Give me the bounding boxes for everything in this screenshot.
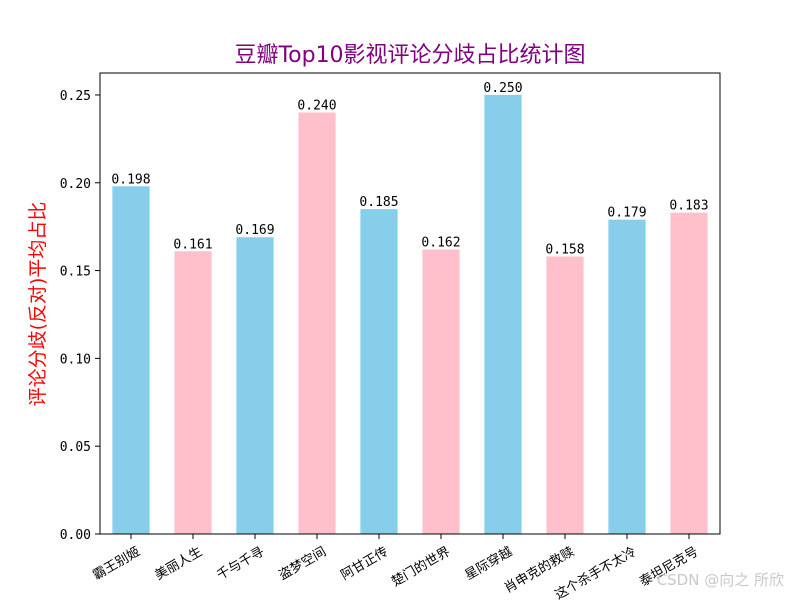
y-tick-label-1: 0.00	[60, 528, 91, 543]
bar-5	[360, 209, 398, 534]
plot-area-frame	[99, 72, 721, 535]
data-label-2: 0.161	[173, 237, 212, 252]
chart-title: 豆瓣Top10影视评论分歧占比统计图	[234, 43, 585, 68]
bar-3	[236, 237, 274, 535]
data-labels-layer: 0.198 0.161 0.169 0.240 0.185 0.162 0.250 0.158…	[111, 81, 708, 258]
data-label-5: 0.185	[359, 195, 398, 210]
data-label-9: 0.179	[607, 206, 646, 221]
x-tick-label-4: 盗梦空间	[276, 544, 329, 584]
bars-layer	[112, 94, 708, 535]
bar-8	[546, 256, 584, 534]
data-label-4: 0.240	[297, 99, 336, 114]
bar-1	[112, 186, 150, 534]
x-tick-label-3: 千与千寻	[214, 544, 267, 583]
y-axis: 0.00 0.05 0.10 0.15 0.20 0.25	[60, 89, 100, 543]
x-tick-label-2: 美丽人生	[152, 544, 205, 583]
bar-6	[422, 249, 460, 535]
y-tick-label-2: 0.05	[60, 440, 91, 455]
data-label-8: 0.158	[545, 243, 584, 258]
x-tick-label-5: 阿甘正传	[338, 544, 391, 583]
x-tick-label-1: 霸王别姬	[90, 544, 143, 583]
bar-4	[298, 112, 336, 534]
bar-7	[484, 94, 522, 534]
data-label-7: 0.250	[483, 81, 522, 96]
watermark: CSDN @向之 所欣	[656, 571, 784, 589]
y-tick-label-6: 0.25	[60, 89, 91, 104]
data-label-1: 0.198	[111, 172, 150, 187]
data-label-10: 0.183	[669, 199, 708, 214]
data-label-3: 0.169	[235, 223, 274, 238]
bar-10	[670, 212, 708, 535]
bar-9	[608, 219, 646, 534]
y-tick-label-5: 0.20	[60, 177, 91, 192]
x-tick-label-7: 星际穿越	[462, 544, 515, 584]
x-tick-label-6: 楚门的世界	[389, 544, 453, 590]
y-tick-label-3: 0.10	[60, 352, 91, 367]
y-axis-label: 评论分歧(反对)平均占比	[27, 202, 49, 407]
y-tick-label-4: 0.15	[60, 265, 91, 280]
bar-2	[174, 251, 212, 534]
data-label-6: 0.162	[421, 235, 460, 250]
